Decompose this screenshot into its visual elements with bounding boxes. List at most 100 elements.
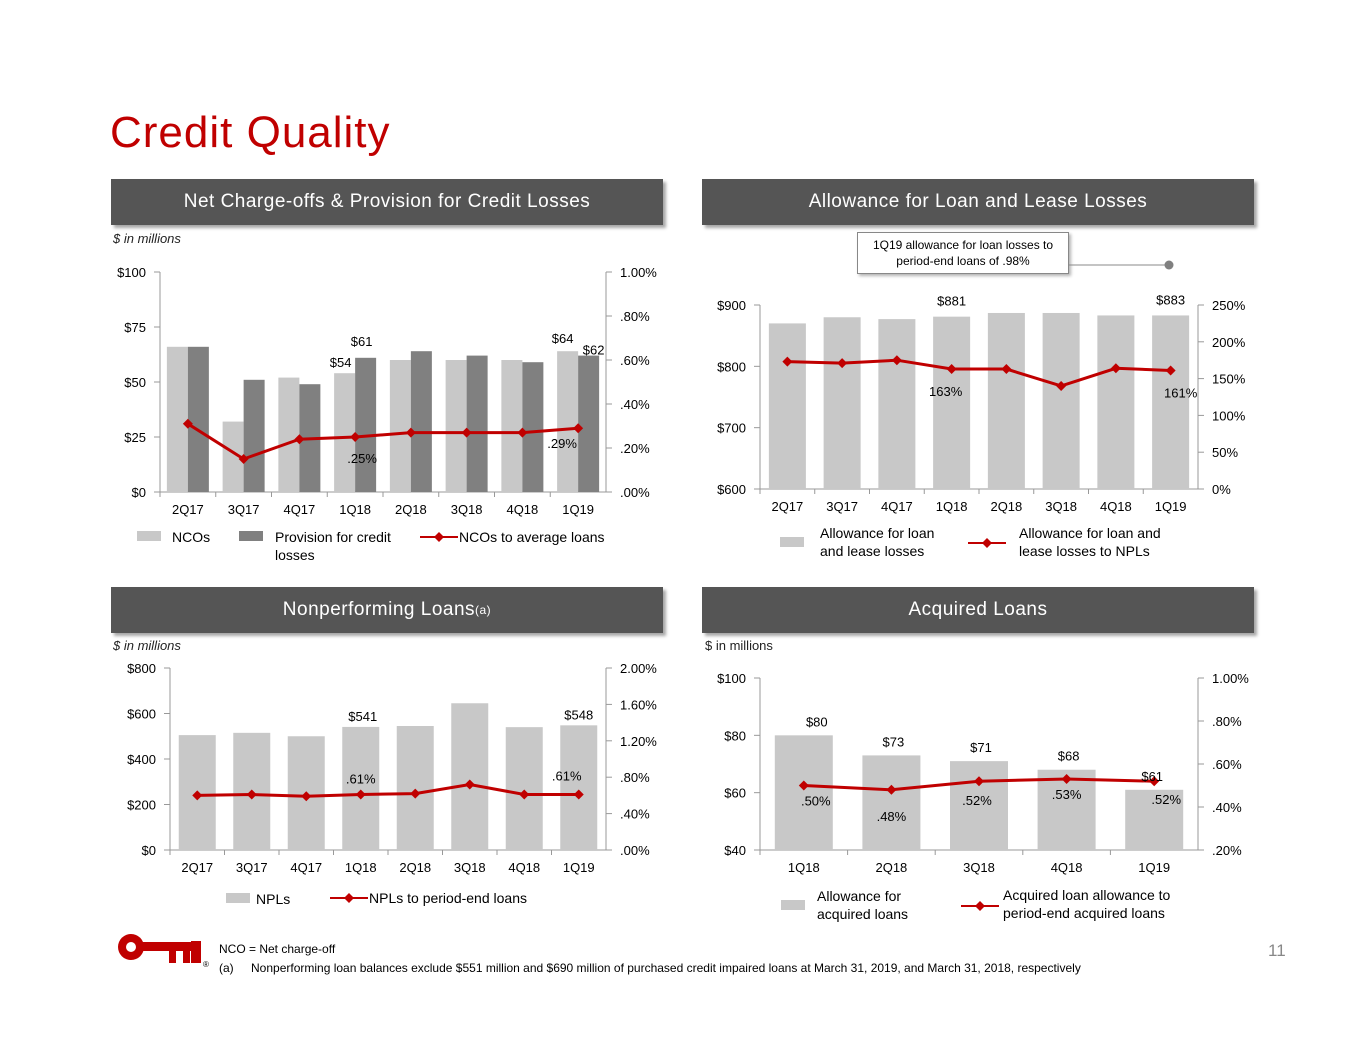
alll-left-tick-label: $800	[717, 359, 746, 374]
acq-x-tick-label: 1Q18	[788, 860, 820, 875]
alll-legend-swatch-ratio-marker	[982, 538, 992, 548]
npl-x-tick-label: 1Q19	[563, 860, 595, 875]
nco-x-tick-label: 3Q18	[451, 502, 483, 517]
alll-legend-swatch-allowance	[780, 537, 804, 547]
acq-legend-label-allowance: acquired loans	[817, 906, 908, 922]
alll-x-tick-label: 4Q18	[1100, 499, 1132, 514]
nco-data-label: $61	[351, 334, 373, 349]
legend-layer: NCOs Provision for credit losses NCOs to av…	[137, 525, 1171, 922]
acq-x-tick-label: 2Q18	[875, 860, 907, 875]
npl-x-tick-label: 4Q17	[290, 860, 322, 875]
acq-data-label: .53%	[1052, 787, 1082, 802]
key-logo-icon: ®	[118, 934, 209, 969]
npl-x-tick-label: 3Q17	[236, 860, 268, 875]
acq-legend-label-ratio: Acquired loan allowance to	[1003, 887, 1171, 903]
nco-line-point	[405, 427, 416, 438]
npl-line-point	[464, 779, 475, 790]
alll-data-label: $881	[937, 294, 966, 309]
alll-x-tick-label: 2Q18	[990, 499, 1022, 514]
nco-bar-a	[166, 346, 188, 492]
nco-bar-a	[445, 360, 467, 492]
alll-bar-a	[987, 312, 1025, 489]
nco-data-label: $62	[583, 343, 605, 358]
nco-x-tick-label: 1Q19	[562, 502, 594, 517]
npl-bar-a	[505, 727, 543, 850]
alll-callout-line2: period-end loans of .98%	[896, 254, 1030, 268]
npl-bar-a	[451, 703, 489, 850]
page-title: Credit Quality	[110, 108, 391, 157]
acq-line-point	[974, 776, 984, 787]
acq-line-point	[1149, 776, 1160, 787]
acq-right-tick-label: .20%	[1212, 843, 1242, 858]
nco-bar-a	[278, 377, 300, 492]
acq-left-tick-label: $80	[724, 728, 746, 743]
nco-bar-b	[578, 355, 600, 492]
panel-header-alll: Allowance for Loan and Lease Losses	[702, 179, 1254, 225]
footnote-a-marker: (a)	[219, 961, 234, 975]
npl-unit-label: $ in millions	[113, 638, 181, 653]
nco-bar-b	[243, 379, 265, 492]
npl-right-tick-label: .40%	[620, 807, 650, 822]
nco-series-line	[187, 422, 579, 461]
alll-bar-a	[1152, 315, 1190, 489]
npl-x-tick-label: 4Q18	[508, 860, 540, 875]
alll-bar-a	[1097, 315, 1135, 489]
npl-left-tick-label: $200	[127, 798, 156, 813]
acq-data-label: $73	[883, 734, 905, 749]
nco-bar-a	[222, 421, 244, 492]
npl-x-tick-label: 2Q17	[181, 860, 213, 875]
alll-line-point	[1001, 364, 1012, 375]
panel-header-acq-text: Acquired Loans	[908, 599, 1048, 620]
nco-bar-a	[334, 373, 356, 492]
acq-x-tick-label: 3Q18	[963, 860, 995, 875]
footnote-nco-definition: NCO = Net charge-off	[219, 942, 336, 956]
alll-line-point	[1165, 365, 1176, 376]
nco-right-tick-label: .20%	[620, 441, 650, 456]
alll-left-tick-label: $600	[717, 482, 746, 497]
nco-left-tick-label: $50	[124, 375, 146, 390]
nco-x-tick-label: 2Q18	[395, 502, 427, 517]
nco-line-point	[350, 432, 361, 442]
alll-line-point	[1110, 363, 1121, 374]
alll-bar-a	[823, 317, 861, 489]
npl-left-tick-label: $0	[142, 843, 156, 858]
nco-legend-swatch-provision	[239, 531, 263, 541]
npl-left-tick-label: $400	[127, 752, 156, 767]
nco-line-point	[294, 434, 305, 445]
acq-left-tick-label: $100	[717, 671, 746, 686]
alll-right-tick-label: 150%	[1212, 372, 1246, 387]
nco-data-label: $64	[552, 331, 574, 346]
npl-line-point	[192, 790, 203, 801]
npl-left-tick-label: $600	[127, 707, 156, 722]
nco-legend-swatch-ratio-marker	[434, 532, 444, 542]
nco-line-point	[238, 454, 249, 464]
npl-right-tick-label: .80%	[620, 770, 650, 785]
alll-series-line	[787, 358, 1171, 388]
alll-bar-a	[878, 319, 916, 489]
nco-bar-a	[557, 351, 579, 492]
acq-right-tick-label: .60%	[1212, 757, 1242, 772]
nco-x-tick-label: 3Q17	[228, 502, 260, 517]
footnote-a-text: Nonperforming loan balances exclude $551…	[251, 961, 1081, 975]
acq-right-tick-label: .40%	[1212, 800, 1242, 815]
alll-line-point	[891, 355, 902, 366]
nco-right-tick-label: .80%	[620, 309, 650, 324]
npl-bar-a	[560, 725, 598, 850]
acq-left-tick-label: $40	[724, 843, 746, 858]
alll-bar-a	[933, 316, 971, 489]
npl-x-tick-label: 3Q18	[454, 860, 486, 875]
alll-data-label: $883	[1156, 292, 1185, 307]
panel-header-acq: Acquired Loans	[702, 587, 1254, 633]
nco-bar-b	[466, 355, 488, 492]
acq-right-tick-label: .80%	[1212, 714, 1242, 729]
alll-data-label: 161%	[1164, 386, 1198, 401]
chart-layer: $0 $25 $50 $75 $100 .00% .20% .40% .60% .80% 1.00%…	[117, 265, 1249, 875]
npl-right-tick-label: 1.20%	[620, 734, 657, 749]
npl-right-tick-label: 2.00%	[620, 661, 657, 676]
panel-header-npl-text: Nonperforming Loans	[282, 599, 476, 620]
alll-right-tick-label: 50%	[1212, 445, 1238, 460]
alll-x-tick-label: 1Q18	[936, 499, 968, 514]
nco-line-point	[517, 427, 528, 438]
nco-bar-a	[501, 360, 523, 492]
